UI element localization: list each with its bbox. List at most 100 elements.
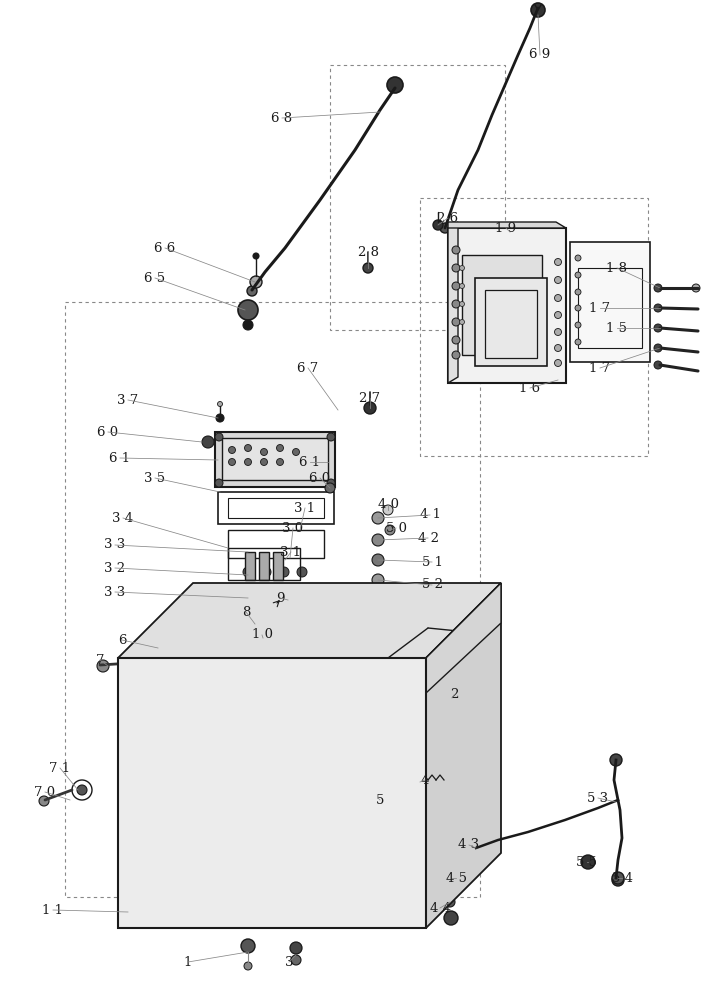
Bar: [462, 255, 542, 355]
Circle shape: [581, 855, 595, 869]
Circle shape: [404, 678, 412, 686]
Circle shape: [452, 318, 460, 326]
Circle shape: [692, 284, 700, 292]
Text: 1 8: 1 8: [607, 261, 627, 274]
Text: 1 1: 1 1: [43, 904, 63, 916]
Bar: [578, 268, 642, 348]
Circle shape: [247, 286, 257, 296]
Text: 5 3: 5 3: [587, 792, 609, 804]
Bar: [273, 552, 283, 580]
Circle shape: [394, 668, 402, 676]
Circle shape: [279, 567, 289, 577]
Text: 9: 9: [276, 591, 284, 604]
Text: 1 7: 1 7: [590, 361, 611, 374]
Circle shape: [612, 874, 624, 886]
Bar: [420, 198, 648, 456]
Circle shape: [290, 942, 302, 954]
Circle shape: [452, 282, 460, 290]
Text: 2 8: 2 8: [357, 245, 379, 258]
Circle shape: [39, 796, 49, 806]
Circle shape: [408, 911, 422, 925]
Circle shape: [452, 246, 460, 254]
Circle shape: [261, 458, 268, 466]
Circle shape: [243, 320, 253, 330]
Polygon shape: [426, 583, 501, 693]
Text: 2 6: 2 6: [437, 212, 459, 225]
Circle shape: [459, 320, 464, 324]
Circle shape: [274, 644, 286, 656]
Text: 6 1: 6 1: [110, 452, 130, 464]
Text: 5 4: 5 4: [612, 871, 632, 884]
Text: 5: 5: [376, 794, 384, 806]
Circle shape: [202, 436, 214, 448]
Circle shape: [327, 479, 335, 487]
Circle shape: [143, 713, 227, 797]
Circle shape: [299, 615, 309, 625]
Bar: [448, 228, 566, 383]
Circle shape: [139, 644, 147, 652]
Bar: [259, 552, 269, 580]
Bar: [330, 65, 505, 330]
Polygon shape: [118, 658, 426, 928]
Bar: [215, 432, 335, 487]
Text: 4: 4: [421, 774, 429, 786]
Polygon shape: [448, 222, 566, 228]
Circle shape: [293, 448, 300, 456]
Circle shape: [408, 663, 422, 677]
Text: 3 1: 3 1: [281, 546, 302, 558]
Text: 1 9: 1 9: [496, 222, 517, 234]
Circle shape: [555, 312, 562, 318]
Circle shape: [150, 813, 220, 883]
Circle shape: [291, 955, 301, 965]
Circle shape: [244, 444, 251, 452]
Text: 1 5: 1 5: [607, 322, 627, 334]
Circle shape: [372, 792, 384, 804]
Polygon shape: [426, 583, 501, 928]
Circle shape: [159, 729, 211, 781]
Bar: [245, 552, 255, 580]
Circle shape: [243, 826, 287, 870]
Text: 6 9: 6 9: [530, 48, 550, 62]
Circle shape: [215, 479, 223, 487]
Circle shape: [372, 574, 384, 586]
Circle shape: [654, 304, 662, 312]
Text: 3 1: 3 1: [295, 502, 315, 514]
Bar: [337, 739, 393, 793]
Circle shape: [261, 567, 271, 577]
Circle shape: [447, 873, 457, 883]
Circle shape: [575, 272, 581, 278]
Text: 6: 6: [117, 634, 126, 647]
Text: 5 5: 5 5: [577, 856, 597, 868]
Text: 3 5: 3 5: [145, 472, 166, 485]
Circle shape: [97, 660, 109, 672]
Text: 5 2: 5 2: [422, 578, 442, 591]
Circle shape: [610, 754, 622, 766]
Circle shape: [448, 691, 462, 705]
Bar: [218, 492, 334, 524]
Text: 6 5: 6 5: [145, 271, 166, 284]
Text: 3 3: 3 3: [105, 585, 125, 598]
Circle shape: [363, 263, 373, 273]
Circle shape: [244, 962, 252, 970]
Circle shape: [612, 872, 624, 884]
Circle shape: [241, 939, 255, 953]
Text: 7: 7: [95, 654, 104, 666]
Polygon shape: [118, 583, 501, 658]
Text: 2: 2: [450, 688, 459, 702]
Circle shape: [459, 284, 464, 288]
Circle shape: [121, 663, 135, 677]
Circle shape: [575, 339, 581, 345]
Circle shape: [372, 512, 384, 524]
Circle shape: [575, 305, 581, 311]
Circle shape: [229, 458, 236, 466]
Circle shape: [385, 525, 395, 535]
Circle shape: [555, 360, 562, 366]
Bar: [570, 242, 650, 362]
Circle shape: [230, 813, 300, 883]
Circle shape: [281, 615, 291, 625]
Circle shape: [327, 433, 335, 441]
Text: 4 4: 4 4: [429, 902, 451, 914]
Circle shape: [452, 264, 460, 272]
Circle shape: [261, 448, 268, 456]
Circle shape: [276, 458, 283, 466]
